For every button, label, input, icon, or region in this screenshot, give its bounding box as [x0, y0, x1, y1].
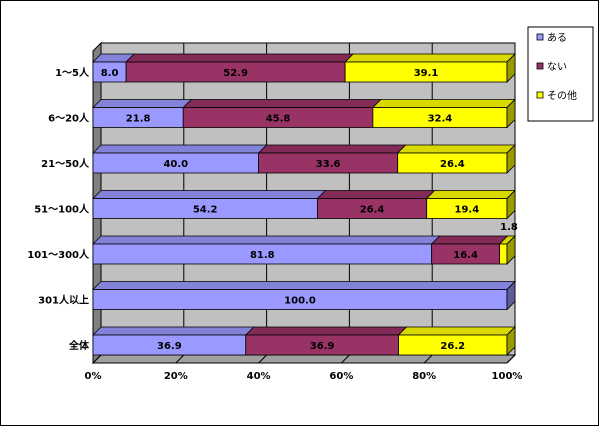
bar-side-face: [506, 280, 516, 311]
gridline-floor: [423, 354, 433, 364]
data-label: 39.1: [414, 68, 439, 79]
bar-top-face: [182, 99, 382, 108]
bar-top-face: [92, 326, 255, 336]
data-label: 19.4: [454, 205, 479, 216]
category-label: 101～300人: [27, 248, 90, 261]
x-tick-label: 40%: [247, 371, 271, 382]
bar-segment-ない: 52.9: [125, 53, 355, 83]
bar-top-face: [92, 190, 327, 199]
data-label: 36.9: [157, 341, 182, 352]
legend-swatch: [536, 33, 544, 41]
category-label: 全体: [68, 339, 90, 352]
legend-label: ある: [547, 32, 567, 44]
x-tick-label: 20%: [164, 371, 188, 382]
gridline-floor: [506, 354, 516, 364]
bar-segment-その他: 19.4: [425, 189, 516, 220]
bar-segment-ある: 54.2: [92, 190, 327, 219]
x-tick-label: 0%: [85, 371, 102, 382]
bar: [499, 243, 508, 265]
bar-segment-ある: 40.0: [92, 144, 268, 174]
category-label: 1～5人: [55, 66, 90, 79]
gridline-floor: [258, 354, 267, 364]
bar-segment-その他: 26.4: [396, 144, 516, 174]
x-tick-label: 60%: [329, 371, 353, 382]
category-label: 6～20人: [48, 112, 90, 125]
data-label: 33.6: [316, 159, 341, 170]
data-label: 100.0: [284, 296, 316, 307]
data-label: 16.4: [453, 250, 478, 261]
bar-segment-ある: 21.8: [92, 99, 193, 128]
bar-top-face: [344, 53, 516, 63]
floor: [91, 354, 517, 364]
data-label: 81.8: [250, 250, 275, 261]
bar-top-face: [397, 326, 516, 336]
bar-segment-その他: 32.4: [371, 98, 516, 129]
bar-side-face: [506, 326, 516, 356]
gridline-floor: [341, 354, 350, 364]
data-label: 40.0: [163, 159, 188, 170]
bar-side-face: [506, 98, 516, 129]
bars: 8.0 52.9 39.1 21.8 45.8 32.4 40.0 33.6 26.4 54.2 2…: [92, 53, 518, 356]
bar-segment-その他: 39.1: [344, 53, 516, 83]
data-label: 21.8: [126, 114, 151, 125]
legend-label: ない: [547, 61, 567, 73]
category-label: 301人以上: [38, 294, 89, 307]
data-label: 26.2: [440, 341, 465, 352]
x-tick-labels: 0% 20% 40% 60% 80% 100%: [85, 371, 523, 382]
bar-top-face: [125, 53, 355, 63]
bar-segment-ない: 45.8: [182, 99, 382, 128]
bar-top-face: [244, 326, 408, 336]
bar-top-face: [92, 144, 268, 154]
bar-segment-ない: 33.6: [257, 144, 407, 174]
bar-top-face: [316, 190, 436, 199]
bar-segment-その他: 1.8: [498, 222, 518, 265]
data-label: 52.9: [223, 68, 248, 79]
bar-top-face: [430, 235, 509, 245]
bar-side-face: [506, 53, 516, 83]
bar-segment-ない: 16.4: [430, 235, 509, 265]
legend-label: その他: [547, 89, 577, 102]
gridline-floor: [92, 354, 102, 364]
x-tick-label: 100%: [492, 371, 523, 382]
bar-top-face: [396, 144, 516, 154]
bar-segment-ある: 100.0: [92, 280, 516, 311]
category-label: 21～50人: [41, 157, 90, 170]
data-label: 8.0: [101, 68, 119, 79]
bar-segment-ある: 36.9: [92, 326, 255, 356]
x-tick-label: 80%: [412, 371, 436, 382]
data-label: 36.9: [310, 341, 335, 352]
gridline-floor: [175, 354, 185, 364]
bar-segment-ある: 8.0: [92, 53, 136, 83]
data-label: 1.8: [500, 222, 518, 233]
legend-swatch: [536, 62, 544, 70]
bar-side-face: [506, 189, 516, 220]
bar-segment-ない: 36.9: [244, 326, 408, 356]
data-label: 32.4: [428, 114, 453, 125]
bar-top-face: [92, 235, 441, 245]
category-label: 51～100人: [34, 203, 90, 216]
bar-top-face: [425, 190, 516, 199]
bar-side-face: [506, 144, 516, 174]
bar-top-face: [371, 99, 516, 108]
bar-segment-ない: 26.4: [316, 190, 436, 219]
bar-top-face: [92, 99, 193, 108]
bar-side-face: [506, 235, 516, 265]
data-label: 26.4: [440, 159, 465, 170]
data-label: 54.2: [193, 205, 218, 216]
legend-box: [527, 26, 594, 122]
bar-top-face: [257, 144, 407, 154]
data-label: 45.8: [266, 114, 291, 125]
data-label: 26.4: [360, 205, 385, 216]
legend-swatch: [536, 91, 544, 99]
bar-segment-その他: 26.2: [397, 326, 516, 356]
bar-top-face: [92, 281, 516, 290]
bar-segment-ある: 81.8: [92, 235, 441, 265]
